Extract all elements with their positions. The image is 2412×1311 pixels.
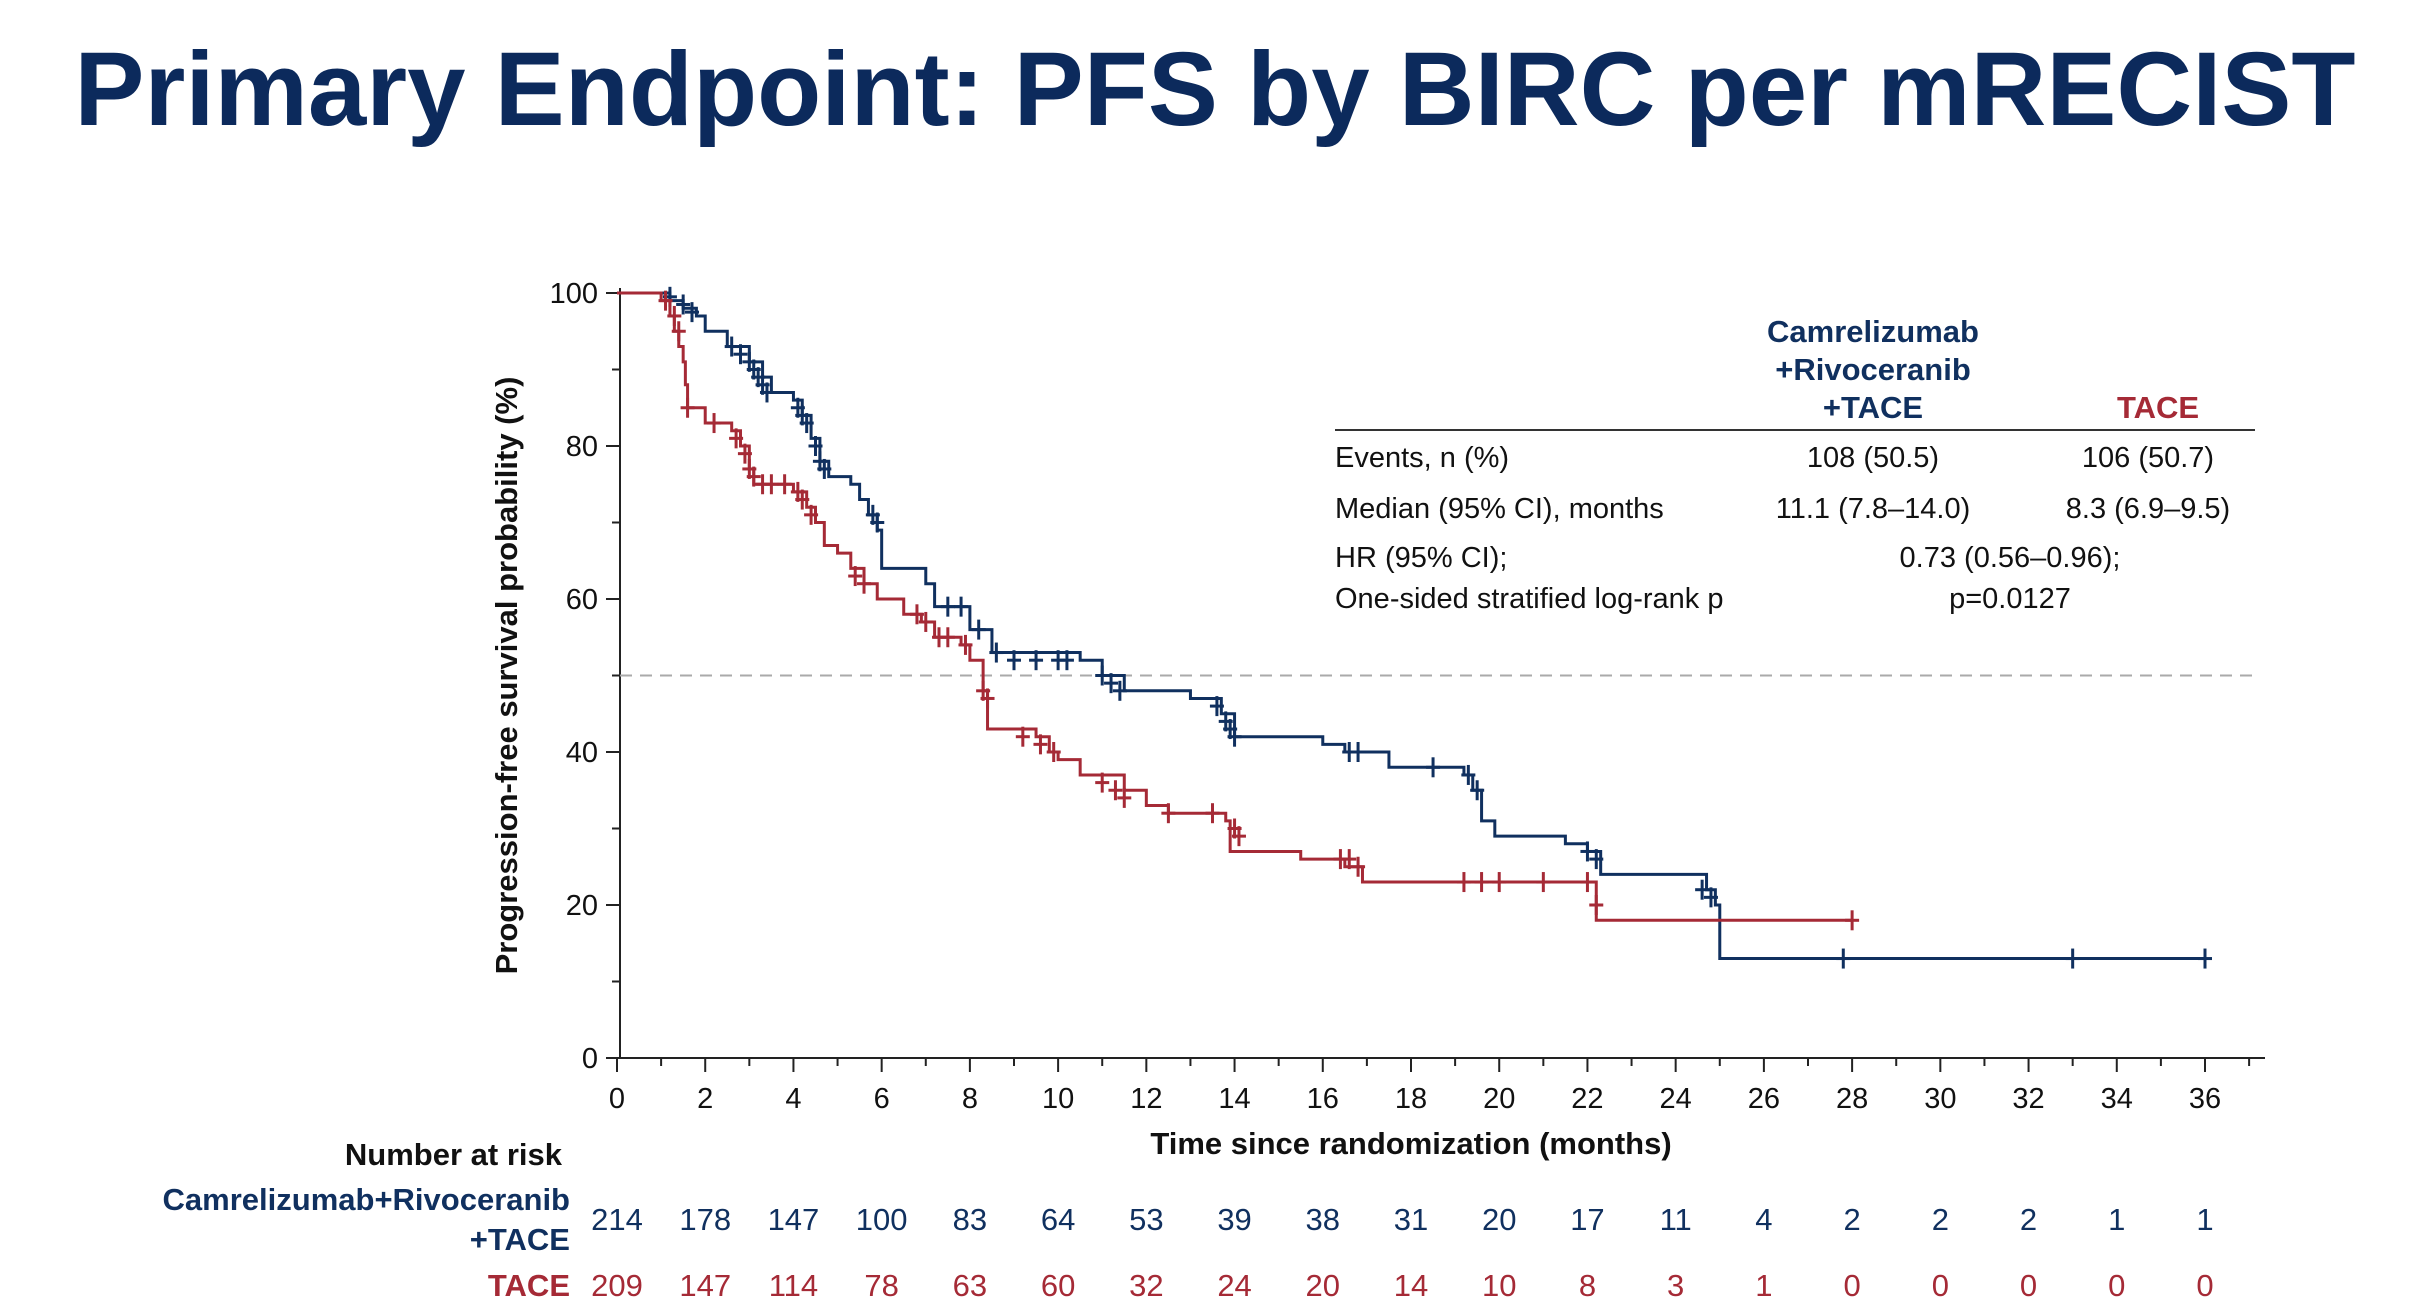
series-layer [617, 286, 2212, 969]
x-tick-label: 12 [1130, 1083, 1162, 1115]
at-risk-value-control: 20 [1306, 1268, 1340, 1303]
at-risk-value-treatment: 20 [1482, 1202, 1516, 1237]
at-risk-value-control: 32 [1129, 1268, 1163, 1303]
at-risk-value-control: 63 [953, 1268, 987, 1303]
x-tick-label: 14 [1218, 1083, 1250, 1115]
at-risk-value-treatment: 31 [1394, 1202, 1428, 1237]
stats-row-events-treatment: 108 (50.5) [1807, 442, 1939, 474]
stats-col-control: TACE [2117, 390, 2199, 425]
at-risk-label-treatment-line-1: Camrelizumab+Rivoceranib [163, 1182, 570, 1217]
x-tick-label: 22 [1571, 1083, 1603, 1115]
y-tick-label: 40 [566, 737, 598, 769]
at-risk-value-treatment: 53 [1129, 1202, 1163, 1237]
x-tick-label: 26 [1748, 1083, 1780, 1115]
stats-row-median-control: 8.3 (6.9–9.5) [2066, 493, 2230, 525]
stats-hr-label-line-1: HR (95% CI); [1335, 542, 1507, 574]
x-tick-label: 8 [962, 1083, 978, 1115]
stats-row-events-control: 106 (50.7) [2082, 442, 2214, 474]
at-risk-value-control: 209 [591, 1268, 643, 1303]
at-risk-value-control: 60 [1041, 1268, 1075, 1303]
at-risk-value-control: 147 [679, 1268, 731, 1303]
y-tick-label: 100 [550, 278, 598, 310]
at-risk-value-control: 0 [1843, 1268, 1860, 1303]
at-risk-value-treatment: 39 [1217, 1202, 1251, 1237]
at-risk-value-treatment: 1 [2196, 1202, 2213, 1237]
x-tick-label: 20 [1483, 1083, 1515, 1115]
y-tick-label: 60 [566, 584, 598, 616]
x-tick-label: 16 [1307, 1083, 1339, 1115]
at-risk-value-control: 0 [2108, 1268, 2125, 1303]
at-risk-value-control: 78 [864, 1268, 898, 1303]
at-risk-value-treatment: 64 [1041, 1202, 1075, 1237]
at-risk-header: Number at risk [345, 1137, 563, 1172]
stats-hr-label-line-2: One-sided stratified log-rank p [1335, 583, 1723, 615]
at-risk-value-control: 1 [1755, 1268, 1772, 1303]
stats-col-treatment-line-3: +TACE [1823, 390, 1923, 425]
at-risk-value-control: 24 [1217, 1268, 1251, 1303]
at-risk-value-treatment: 2 [1843, 1202, 1860, 1237]
slide-title: Primary Endpoint: PFS by BIRC per mRECIS… [74, 31, 2356, 148]
at-risk-label-control: TACE [488, 1268, 570, 1303]
at-risk-label-treatment-line-2: +TACE [470, 1222, 570, 1257]
at-risk-value-treatment: 17 [1570, 1202, 1604, 1237]
x-tick-label: 30 [1924, 1083, 1956, 1115]
at-risk-value-treatment: 1 [2108, 1202, 2125, 1237]
stats-row-median-label: Median (95% CI), months [1335, 493, 1664, 525]
x-tick-label: 4 [785, 1083, 801, 1115]
stats-row-median-treatment: 11.1 (7.8–14.0) [1776, 493, 1971, 525]
at-risk-value-control: 10 [1482, 1268, 1516, 1303]
at-risk-value-treatment: 11 [1660, 1202, 1692, 1237]
y-tick-label: 80 [566, 431, 598, 463]
x-tick-label: 18 [1395, 1083, 1427, 1115]
stats-table: Camrelizumab +Rivoceranib +TACE TACE Eve… [1335, 314, 2255, 615]
x-tick-label: 36 [2189, 1083, 2221, 1115]
x-axis-title: Time since randomization (months) [1150, 1126, 1671, 1161]
at-risk-value-treatment: 83 [953, 1202, 987, 1237]
y-tick-label: 0 [582, 1043, 598, 1075]
y-tick-label: 20 [566, 890, 598, 922]
at-risk-value-control: 14 [1394, 1268, 1428, 1303]
y-axis-title: Progression-free survival probability (%… [489, 377, 524, 975]
at-risk-value-control: 8 [1579, 1268, 1596, 1303]
at-risk-value-control: 0 [2020, 1268, 2037, 1303]
x-tick-label: 34 [2101, 1083, 2133, 1115]
at-risk-value-treatment: 214 [591, 1202, 643, 1237]
at-risk-value-control: 0 [1932, 1268, 1949, 1303]
at-risk-value-control: 0 [2196, 1268, 2213, 1303]
stats-row-events-label: Events, n (%) [1335, 442, 1509, 474]
x-tick-label: 10 [1042, 1083, 1074, 1115]
x-tick-label: 2 [697, 1083, 713, 1115]
at-risk-value-treatment: 4 [1755, 1202, 1772, 1237]
stats-col-treatment-line-2: +Rivoceranib [1775, 352, 1971, 387]
at-risk-value-treatment: 147 [768, 1202, 820, 1237]
at-risk-value-treatment: 2 [2020, 1202, 2037, 1237]
at-risk-value-treatment: 178 [679, 1202, 731, 1237]
stats-col-treatment-line-1: Camrelizumab [1767, 314, 1979, 349]
stats-hr-value-line-1: 0.73 (0.56–0.96); [1900, 542, 2121, 574]
x-tick-label: 0 [609, 1083, 625, 1115]
x-tick-label: 32 [2012, 1083, 2044, 1115]
x-tick-label: 28 [1836, 1083, 1868, 1115]
km-curve-treatment [617, 291, 2205, 961]
at-risk-value-treatment: 2 [1932, 1202, 1949, 1237]
at-risk-value-treatment: 38 [1306, 1202, 1340, 1237]
number-at-risk-table: Number at risk Camrelizumab+Rivoceranib … [163, 1137, 2214, 1303]
x-tick-label: 6 [874, 1083, 890, 1115]
stats-hr-value-line-2: p=0.0127 [1949, 583, 2071, 615]
at-risk-value-control: 114 [769, 1268, 818, 1303]
at-risk-value-treatment: 100 [856, 1202, 908, 1237]
x-tick-label: 24 [1660, 1083, 1692, 1115]
at-risk-value-control: 3 [1667, 1268, 1684, 1303]
